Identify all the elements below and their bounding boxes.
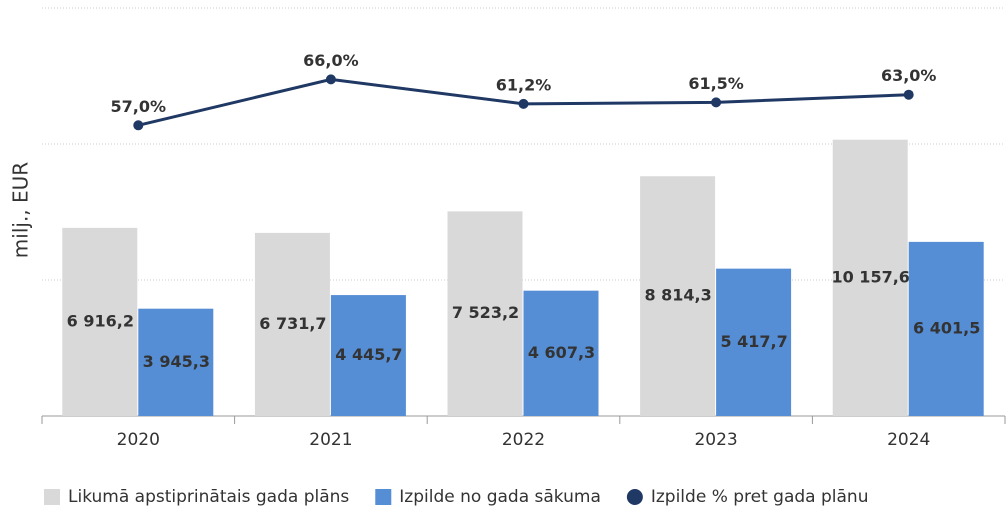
x-tick-label: 2022 (502, 430, 545, 450)
line-point (518, 98, 529, 109)
bar (330, 295, 406, 416)
data-label: 7 523,2 (452, 303, 519, 322)
data-label: 8 814,3 (644, 286, 711, 305)
line-point (711, 97, 722, 108)
data-label: 6 916,2 (67, 311, 134, 330)
bar (138, 308, 214, 416)
line-point (903, 89, 914, 100)
data-label: 61,2% (496, 75, 552, 94)
bar (62, 227, 138, 416)
bar (832, 139, 908, 416)
y-axis-label: milj., EUR (9, 162, 33, 259)
x-tick-label: 2020 (117, 430, 160, 450)
data-label: 10 157,6 (831, 267, 909, 286)
legend-marker (44, 489, 60, 505)
legend-label: Izpilde % pret gada plānu (651, 487, 869, 507)
legend-marker (375, 489, 392, 505)
legend-label: Likumā apstiprinātais gada plāns (68, 487, 349, 507)
data-label: 3 945,3 (143, 352, 210, 371)
line-point (133, 120, 144, 131)
bar (447, 211, 523, 416)
data-label: 5 417,7 (720, 332, 787, 351)
bar (523, 290, 599, 416)
line-point (325, 74, 336, 85)
bar (640, 176, 716, 416)
bar (716, 268, 792, 416)
data-label: 63,0% (881, 66, 937, 85)
bar (908, 241, 984, 416)
data-label: 4 607,3 (528, 343, 595, 362)
data-label: 6 401,5 (913, 318, 980, 337)
data-label: 57,0% (111, 97, 167, 116)
x-tick-label: 2021 (309, 430, 352, 450)
data-label: 4 445,7 (335, 345, 402, 364)
x-tick-label: 2024 (887, 430, 930, 450)
legend-label: Izpilde no gada sākuma (399, 487, 601, 507)
data-label: 6 731,7 (259, 314, 326, 333)
bar (254, 232, 330, 416)
data-label: 61,5% (688, 74, 744, 93)
legend-marker (626, 489, 643, 505)
data-label: 66,0% (303, 51, 359, 70)
x-tick-label: 2023 (694, 430, 737, 450)
